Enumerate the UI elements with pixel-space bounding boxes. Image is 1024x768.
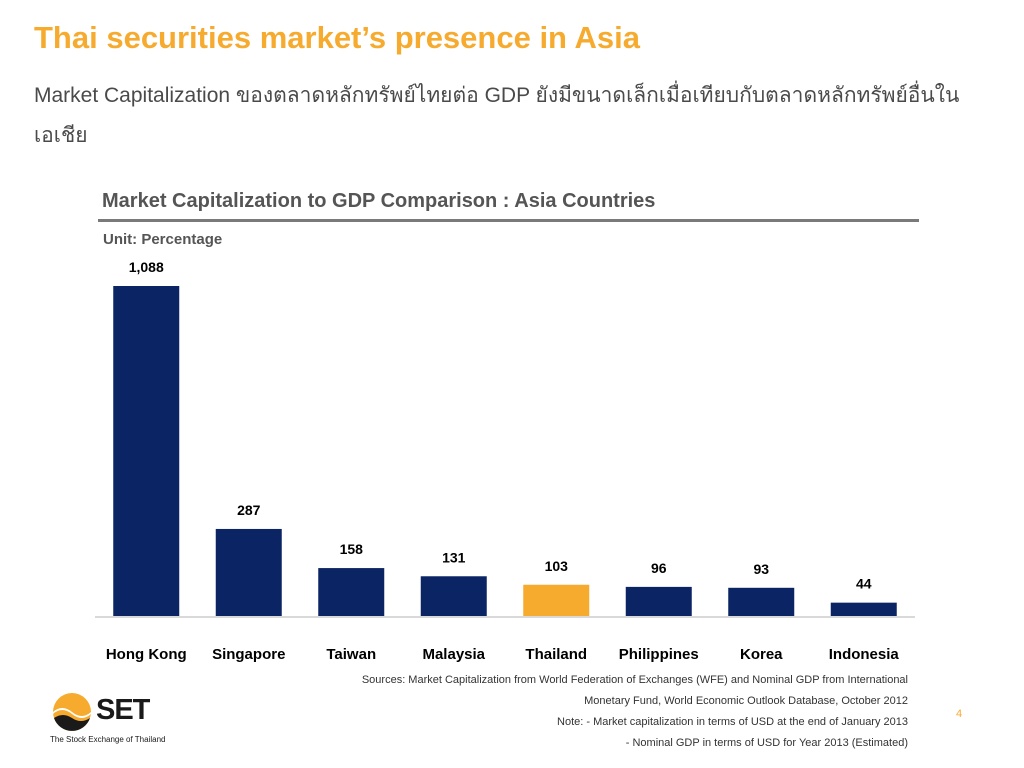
bar-indonesia <box>830 602 897 616</box>
bar-taiwan <box>318 568 385 616</box>
chart-title: Market Capitalization to GDP Comparison … <box>102 190 656 212</box>
category-label: Indonesia <box>829 646 900 663</box>
category-label: Malaysia <box>422 646 485 663</box>
bar-korea <box>728 587 795 616</box>
bar-singapore <box>215 528 282 616</box>
sources-line: Sources: Market Capitalization from Worl… <box>361 674 908 686</box>
note-line: - Nominal GDP in terms of USD for Year 2… <box>625 737 908 749</box>
data-label: 44 <box>856 576 872 592</box>
category-label: Hong Kong <box>106 646 187 663</box>
sources-note: Sources: Market Capitalization from Worl… <box>288 670 908 754</box>
logo-text: SET <box>96 694 150 726</box>
data-label: 287 <box>237 502 261 518</box>
note-line: Note: - Market capitalization in terms o… <box>557 716 908 728</box>
data-label: 96 <box>651 560 667 576</box>
slide-subtitle: Market Capitalization ของตลาดหลักทรัพย์ไ… <box>34 84 960 147</box>
bar-thailand <box>523 584 590 616</box>
category-label: Thailand <box>525 646 587 663</box>
bar-philippines <box>625 586 692 616</box>
category-label: Taiwan <box>326 646 376 663</box>
logo-tagline: The Stock Exchange of Thailand <box>50 735 166 744</box>
sources-line: Monetary Fund, World Economic Outlook Da… <box>584 695 908 707</box>
chart-title-rule <box>98 219 919 222</box>
category-label: Korea <box>740 646 783 663</box>
data-label: 1,088 <box>129 259 164 275</box>
data-label: 103 <box>545 558 569 574</box>
data-label: 158 <box>340 541 364 557</box>
data-label: 131 <box>442 549 466 565</box>
bar-hong-kong <box>113 286 180 616</box>
category-label: Philippines <box>619 646 699 663</box>
bar-malaysia <box>420 576 487 616</box>
unit-label: Unit: Percentage <box>103 231 223 248</box>
set-logo-icon <box>53 693 91 731</box>
category-label: Singapore <box>212 646 285 663</box>
slide-title: Thai securities market’s presence in Asi… <box>34 20 640 55</box>
page-number: 4 <box>956 708 963 720</box>
data-label: 93 <box>753 561 769 577</box>
